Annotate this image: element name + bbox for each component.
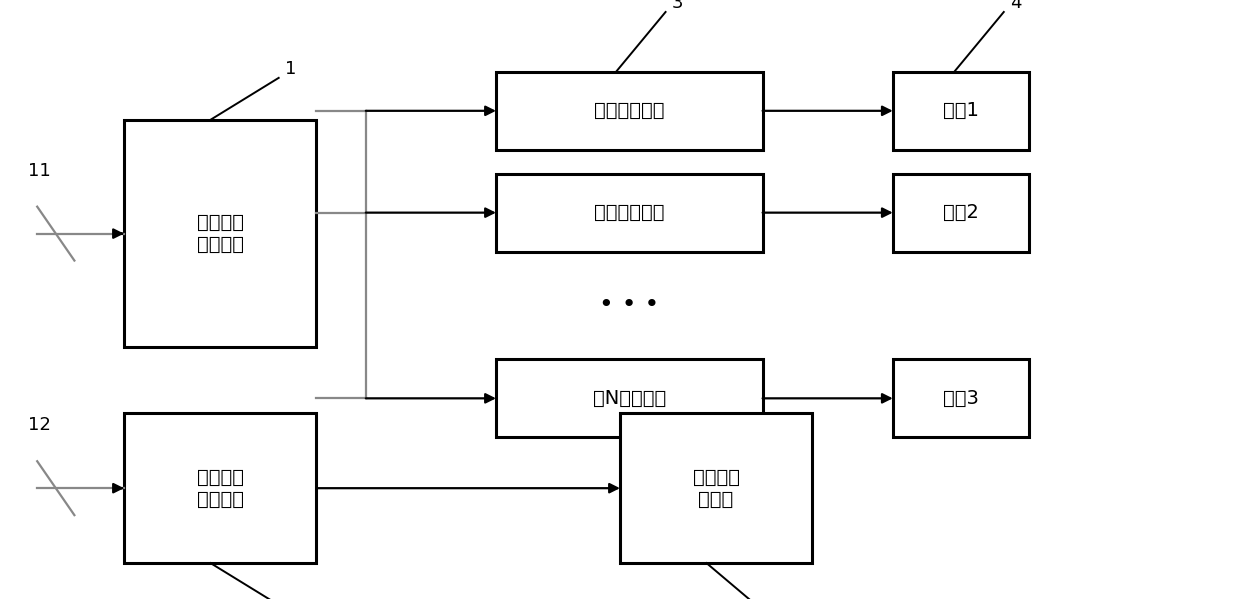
Text: 芯片1: 芯片1 [944,101,978,120]
Text: 第一电源
滤波网络: 第一电源 滤波网络 [197,213,243,254]
Bar [893,359,1029,437]
Text: 4: 4 [1009,0,1022,12]
Text: 第二供电支路: 第二供电支路 [594,203,665,222]
Text: • • •: • • • [599,294,660,317]
Bar [496,174,763,252]
Text: 3: 3 [672,0,683,12]
Text: 第N供电支路: 第N供电支路 [593,389,666,408]
Text: 1: 1 [285,60,296,78]
Bar [496,359,763,437]
Text: 射频功率
放大器: 射频功率 放大器 [693,468,739,509]
Text: 12: 12 [29,416,51,434]
Text: 第二电源
滤波网络: 第二电源 滤波网络 [197,468,243,509]
Bar [124,120,316,347]
Text: 第一供电支路: 第一供电支路 [594,101,665,120]
Bar [893,174,1029,252]
Text: 芯片3: 芯片3 [944,389,978,408]
Bar [124,413,316,563]
Text: 11: 11 [29,162,51,180]
Bar [620,413,812,563]
Bar [496,72,763,150]
Bar [893,72,1029,150]
Text: 芯片2: 芯片2 [944,203,978,222]
